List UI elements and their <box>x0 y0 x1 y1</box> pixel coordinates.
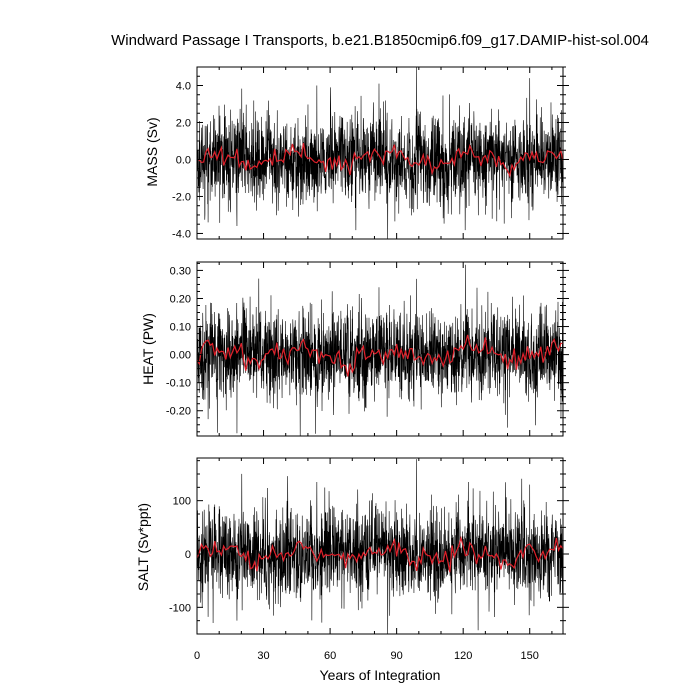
x-tick-label: 90 <box>391 650 403 662</box>
y-tick-label: 100 <box>173 496 191 508</box>
y-tick-label: -2.0 <box>172 191 191 203</box>
monthly-series-line <box>197 264 563 436</box>
panel-2-ylabel: HEAT (PW) <box>140 313 156 385</box>
y-tick-label: 4.0 <box>176 80 191 92</box>
y-tick-label: 2.0 <box>176 117 191 129</box>
y-tick-label: 0.20 <box>170 293 191 305</box>
y-tick-label: 0 <box>185 549 191 561</box>
annual-mean-line <box>197 142 563 178</box>
monthly-series-line <box>197 67 563 239</box>
y-tick-label: 0.30 <box>170 265 191 277</box>
annual-mean-line <box>197 334 563 377</box>
panel-3-ylabel: SALT (Sv*ppt) <box>135 502 151 592</box>
monthly-series-line <box>197 459 563 634</box>
x-tick-label: 120 <box>454 650 472 662</box>
panel-1-ylabel: MASS (Sv) <box>144 117 160 187</box>
plot-frame <box>196 261 564 437</box>
y-tick-label: 0.10 <box>170 322 191 334</box>
chart-title: Windward Passage I Transports, b.e21.B18… <box>111 32 649 49</box>
x-tick-label: 150 <box>521 650 539 662</box>
y-tick-label: -0.10 <box>166 378 191 390</box>
annual-mean-line <box>197 535 563 573</box>
panel-1: -4.0 -2.0 0.0 2.0 4.0 <box>172 66 569 240</box>
panel-3: -100 0 100 0 30 60 90 120 150 <box>169 457 569 662</box>
x-tick-label: 30 <box>257 650 269 662</box>
plot-frame <box>196 66 564 240</box>
y-tick-label: 0.0 <box>176 154 191 166</box>
y-tick-label: -100 <box>169 602 191 614</box>
y-tick-label: -0.20 <box>166 406 191 418</box>
panel-2: -0.20 -0.10 0.00 0.10 0.20 0.30 <box>166 261 569 437</box>
x-tick-label: 0 <box>194 650 200 662</box>
y-tick-label: -4.0 <box>172 228 191 240</box>
plot-frame <box>196 457 564 635</box>
y-tick-label: 0.00 <box>170 350 191 362</box>
x-tick-label: 60 <box>324 650 336 662</box>
x-axis-label: Years of Integration <box>319 667 441 683</box>
